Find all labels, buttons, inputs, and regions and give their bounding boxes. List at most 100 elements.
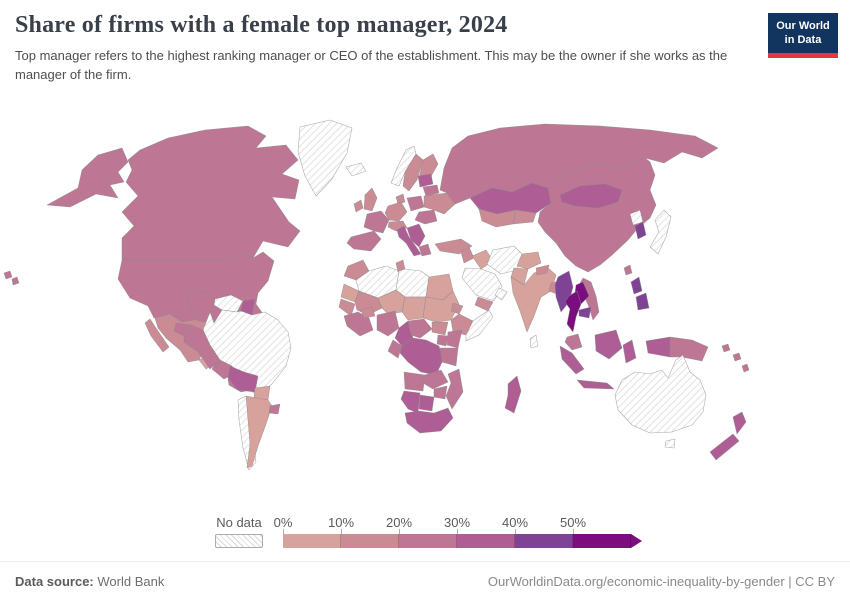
region-mongolia[interactable] xyxy=(559,183,623,209)
region-greece[interactable] xyxy=(418,243,432,257)
region-zimbabwe[interactable] xyxy=(433,385,448,400)
region-uganda[interactable] xyxy=(436,334,449,347)
legend-tick-40: 40% xyxy=(501,515,529,530)
region-sumatra[interactable] xyxy=(559,345,585,375)
legend-tick-10: 10% xyxy=(327,515,355,530)
region-vanuatu[interactable] xyxy=(741,363,750,373)
region-greenland[interactable] xyxy=(297,119,353,197)
owid-logo[interactable]: Our World in Data xyxy=(768,13,838,58)
region-finland[interactable] xyxy=(418,153,439,181)
region-south-sudan[interactable] xyxy=(431,321,449,336)
region-kyrgyzstan[interactable] xyxy=(512,209,537,225)
region-norway[interactable] xyxy=(390,145,417,187)
region-philippines[interactable] xyxy=(635,292,650,311)
region-namibia[interactable] xyxy=(400,390,421,414)
region-madagascar[interactable] xyxy=(504,375,522,414)
region-baja-california[interactable] xyxy=(144,318,170,353)
legend-tick-50: 50% xyxy=(559,515,587,530)
region-chad[interactable] xyxy=(401,296,427,321)
region-germany[interactable] xyxy=(384,201,408,222)
region-thailand[interactable] xyxy=(564,290,582,333)
no-data-swatch[interactable] xyxy=(215,534,263,548)
region-argentina[interactable] xyxy=(245,395,273,469)
region-australia[interactable] xyxy=(614,354,707,434)
legend-bucket-40-50[interactable] xyxy=(515,534,573,548)
region-botswana[interactable] xyxy=(418,394,435,412)
region-cambodia[interactable] xyxy=(578,306,592,319)
region-italy[interactable] xyxy=(396,225,422,257)
legend-tickmark xyxy=(573,529,574,534)
region-sudan[interactable] xyxy=(422,290,460,323)
legend-tickmark xyxy=(515,529,516,534)
region-nigeria[interactable] xyxy=(376,310,400,337)
region-sri-lanka[interactable] xyxy=(529,334,539,349)
region-india[interactable] xyxy=(510,267,557,333)
region-france[interactable] xyxy=(363,210,390,234)
owid-logo-line2: in Data xyxy=(784,34,822,47)
region-south-africa[interactable] xyxy=(404,407,454,434)
data-source-label: Data source: xyxy=(15,573,94,589)
region-solomon-islands[interactable] xyxy=(721,343,731,353)
region-drc[interactable] xyxy=(399,337,444,376)
region-balkans[interactable] xyxy=(406,223,426,248)
data-source-value: World Bank xyxy=(97,573,165,589)
region-baltics[interactable] xyxy=(417,173,434,188)
page-subtitle: Top manager refers to the highest rankin… xyxy=(15,48,728,82)
region-somalia[interactable] xyxy=(465,309,494,342)
region-china[interactable] xyxy=(537,157,657,273)
legend-tickmark xyxy=(399,529,400,534)
region-south-korea[interactable] xyxy=(634,221,647,240)
region-uk[interactable] xyxy=(363,187,378,212)
region-taiwan[interactable] xyxy=(623,264,633,276)
legend-bucket-20-30[interactable] xyxy=(399,534,457,548)
legend-bucket-50-plus[interactable] xyxy=(573,534,631,548)
legend-color-bar[interactable] xyxy=(283,534,642,548)
region-belarus[interactable] xyxy=(422,184,440,197)
region-kenya[interactable] xyxy=(446,329,463,349)
region-angola[interactable] xyxy=(403,371,426,392)
region-west-new-guinea[interactable] xyxy=(645,336,671,358)
region-uruguay[interactable] xyxy=(268,403,281,415)
region-zambia[interactable] xyxy=(422,369,449,390)
owid-logo-line1: Our World xyxy=(776,20,830,32)
region-libya[interactable] xyxy=(395,268,430,298)
region-poland[interactable] xyxy=(406,195,425,212)
region-tasmania[interactable] xyxy=(664,438,676,449)
region-philippines[interactable] xyxy=(630,276,643,295)
region-new-zealand[interactable] xyxy=(732,411,747,435)
region-canada[interactable] xyxy=(121,125,301,261)
legend-tick-20: 20% xyxy=(385,515,413,530)
region-central-african-rep[interactable] xyxy=(407,318,433,339)
region-solomon-islands[interactable] xyxy=(732,352,742,362)
region-java[interactable] xyxy=(576,379,615,390)
region-west-africa-coast[interactable] xyxy=(343,311,374,337)
region-ireland[interactable] xyxy=(353,199,364,213)
region-sweden[interactable] xyxy=(402,153,424,192)
region-tanzania[interactable] xyxy=(439,347,459,367)
region-burkina-faso[interactable] xyxy=(360,306,376,319)
region-hawaii[interactable] xyxy=(3,270,13,280)
region-romania[interactable] xyxy=(414,209,438,225)
region-malaysia[interactable] xyxy=(564,333,583,351)
legend-bucket-10-20[interactable] xyxy=(341,534,399,548)
region-borneo[interactable] xyxy=(594,329,623,360)
region-hawaii[interactable] xyxy=(11,276,20,286)
region-oman[interactable] xyxy=(494,287,508,301)
region-denmark[interactable] xyxy=(395,193,406,205)
region-nepal[interactable] xyxy=(535,264,550,276)
region-papua-new-guinea[interactable] xyxy=(669,336,709,362)
region-alaska[interactable] xyxy=(46,147,129,208)
region-iceland[interactable] xyxy=(345,162,367,177)
footer-link[interactable]: OurWorldinData.org/economic-inequality-b… xyxy=(487,573,835,589)
region-new-zealand[interactable] xyxy=(709,433,740,461)
region-mozambique[interactable] xyxy=(445,368,464,410)
region-afghanistan[interactable] xyxy=(516,251,542,270)
region-sulawesi[interactable] xyxy=(622,339,637,364)
legend-bucket-0-10[interactable] xyxy=(283,534,341,548)
legend-bucket-30-40[interactable] xyxy=(457,534,515,548)
region-japan[interactable] xyxy=(649,209,672,255)
region-peru[interactable] xyxy=(183,324,221,370)
region-iberia[interactable] xyxy=(346,230,382,252)
region-congo-gabon[interactable] xyxy=(387,339,403,359)
